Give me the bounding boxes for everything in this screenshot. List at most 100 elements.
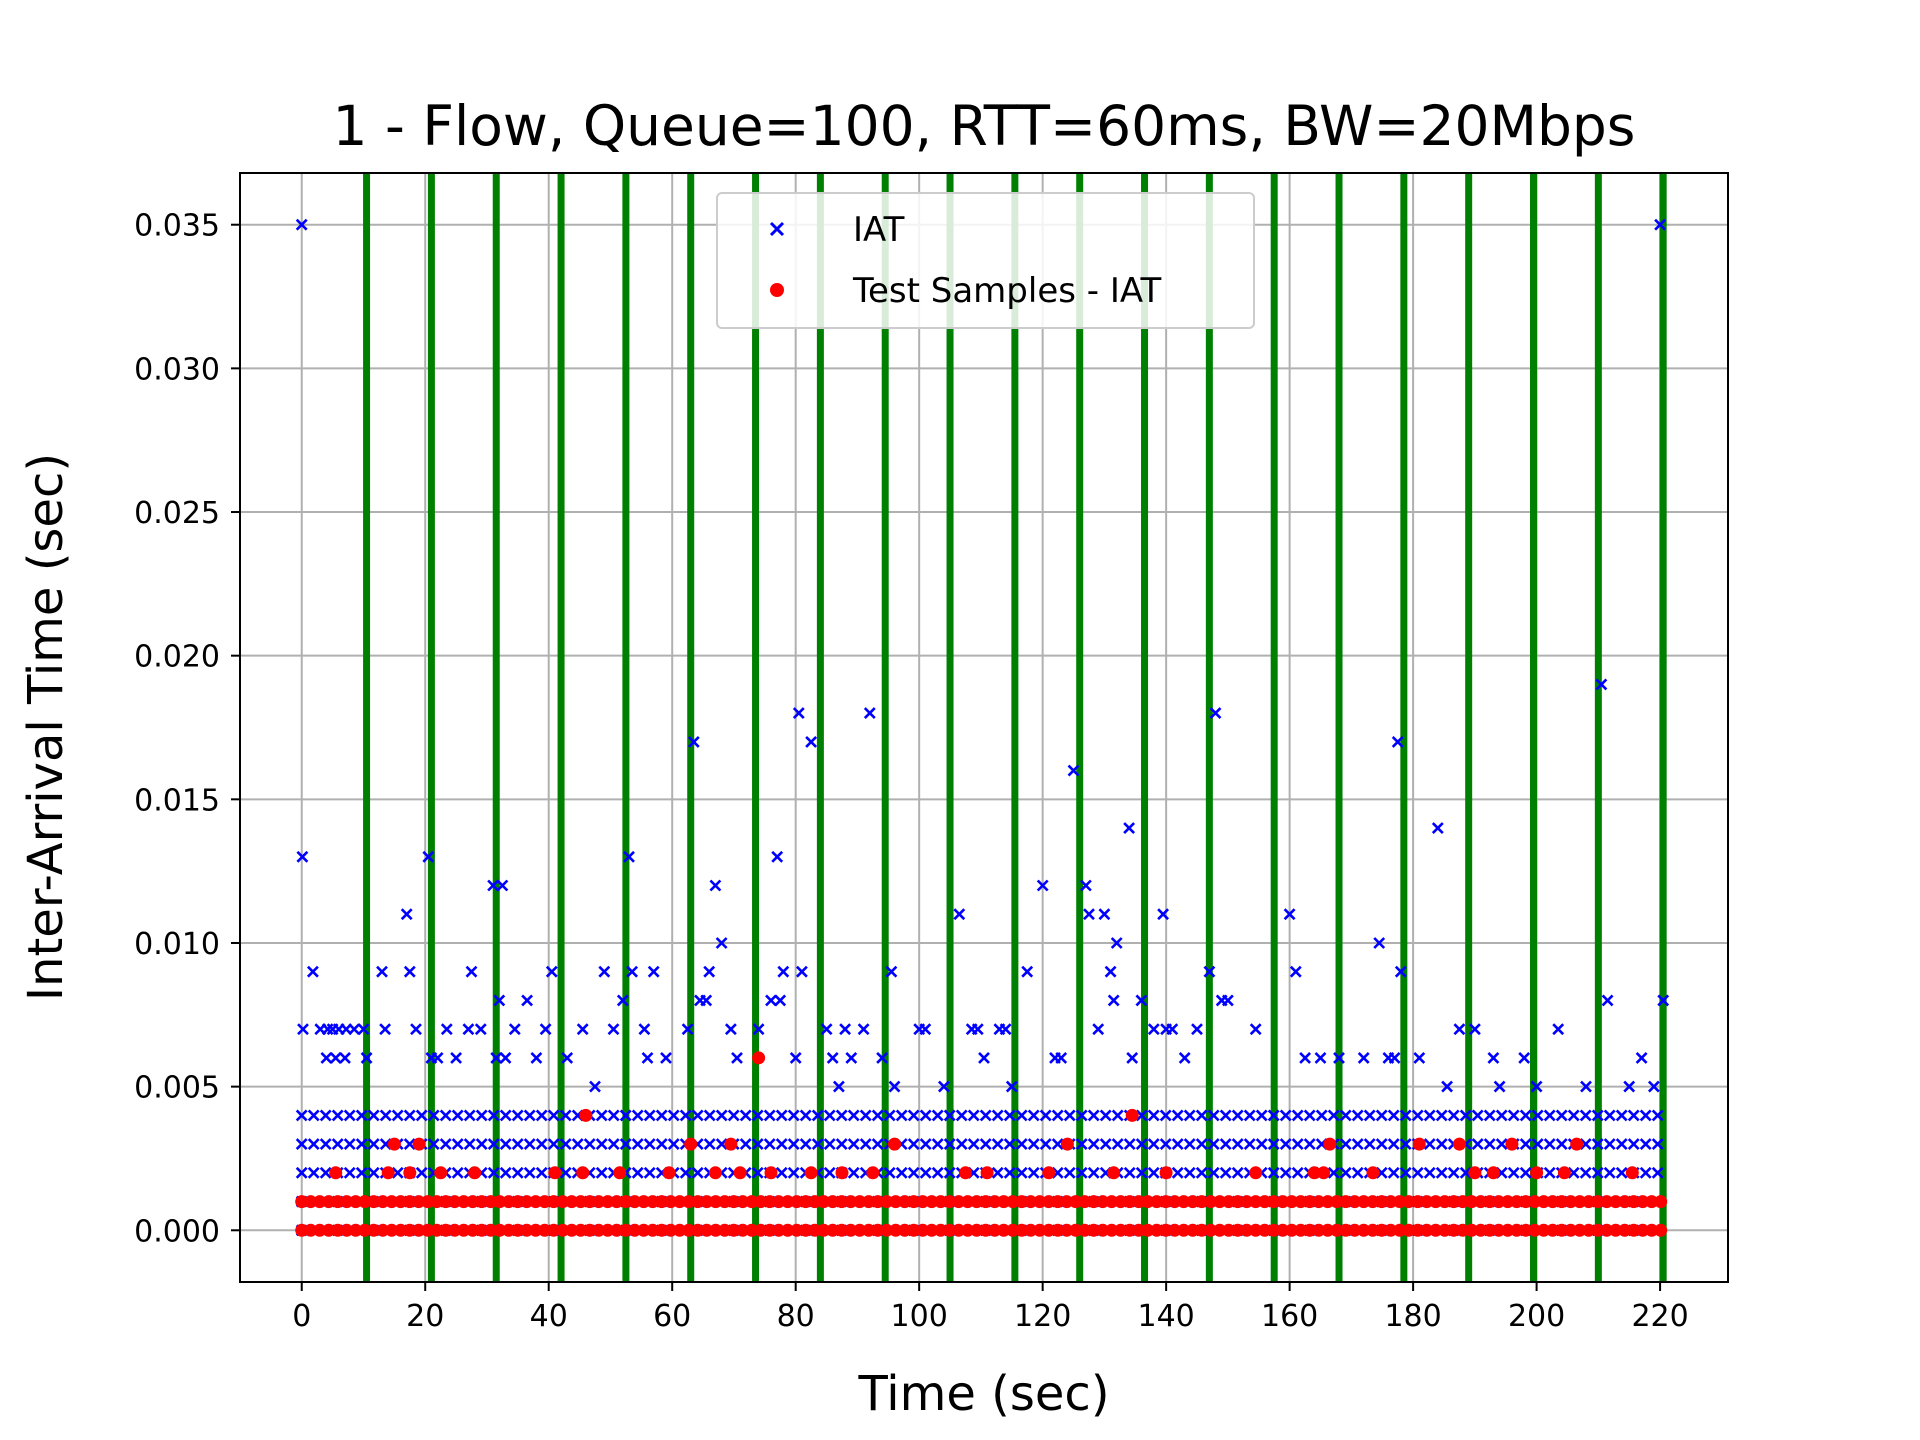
test-band-1-point-72 [943, 1195, 957, 1209]
test-band-1-point-18 [457, 1195, 471, 1209]
iat-band-3-point-12 [439, 1138, 452, 1151]
test-band-1-point-41 [664, 1195, 678, 1209]
iat-band-3-point-59 [1003, 1138, 1016, 1151]
test-band-0-point-101 [1204, 1223, 1218, 1237]
test-band-1-point-33 [592, 1195, 606, 1209]
iat-band-2-point-6 [367, 1166, 380, 1179]
test-band-0-point-27 [538, 1223, 552, 1237]
iat-band-3-point-70 [1135, 1138, 1148, 1151]
test-point-4 [412, 1137, 426, 1151]
iat-band-2-point-54 [943, 1166, 956, 1179]
iat-band-3-point-58 [991, 1138, 1004, 1151]
iat-band-4-point-31 [667, 1109, 680, 1122]
iat-band-4-point-103 [1531, 1109, 1544, 1122]
test-band-1-point-7 [358, 1195, 372, 1209]
iat-point-83 [971, 1023, 984, 1036]
x-tick-label-8: 160 [1261, 1299, 1318, 1334]
test-band-1-point-5 [340, 1195, 354, 1209]
iat-band-3-point-66 [1087, 1138, 1100, 1151]
iat-band-4-point-57 [979, 1109, 992, 1122]
iat-band-3-point-11 [427, 1138, 440, 1151]
test-band-0-point-82 [1033, 1223, 1047, 1237]
iat-point-72 [845, 1051, 858, 1064]
test-band-1-point-133 [1492, 1195, 1506, 1209]
iat-point-92 [1067, 764, 1080, 777]
iat-point-88 [1021, 965, 1034, 978]
test-band-1-point-106 [1249, 1195, 1263, 1209]
test-band-0-point-107 [1258, 1223, 1272, 1237]
x-tick-label-2: 40 [530, 1299, 568, 1334]
test-band-0-point-122 [1393, 1223, 1407, 1237]
test-band-1-point-29 [556, 1195, 570, 1209]
iat-band-2-point-50 [895, 1166, 908, 1179]
iat-band-4-point-1 [307, 1109, 320, 1122]
x-tick-label-6: 120 [1014, 1299, 1071, 1334]
test-band-0-point-7 [358, 1223, 372, 1237]
test-band-0-point-144 [1591, 1223, 1605, 1237]
test-band-1-point-122 [1393, 1195, 1407, 1209]
test-band-1-point-44 [691, 1195, 705, 1209]
test-point-35 [1307, 1166, 1321, 1180]
iat-point-109 [1203, 965, 1216, 978]
iat-band-4-point-11 [427, 1109, 440, 1122]
x-tick-label-4: 80 [777, 1299, 815, 1334]
iat-band-4-point-5 [355, 1109, 368, 1122]
iat-band-2-point-38 [751, 1166, 764, 1179]
test-band-0-point-145 [1600, 1223, 1614, 1237]
test-band-0-point-45 [700, 1223, 714, 1237]
iat-band-4-point-35 [715, 1109, 728, 1122]
iat-point-16 [379, 1023, 392, 1036]
iat-band-3-point-84 [1303, 1138, 1316, 1151]
test-band-1-point-62 [853, 1195, 867, 1209]
test-point-13 [1570, 1137, 1584, 1151]
y-tick-label-7: 0.035 [134, 209, 220, 244]
iat-band-3-point-42 [799, 1138, 812, 1151]
iat-band-4-point-100 [1495, 1109, 1508, 1122]
iat-band-4-point-37 [739, 1109, 752, 1122]
test-band-0-point-84 [1051, 1223, 1065, 1237]
iat-point-65 [795, 965, 808, 978]
iat-point-141 [1657, 994, 1670, 1007]
iat-band-2-point-8 [391, 1166, 404, 1179]
iat-point-17 [403, 965, 416, 978]
test-band-0-point-48 [727, 1223, 741, 1237]
iat-point-27 [474, 1023, 487, 1036]
test-point-23 [708, 1166, 722, 1180]
iat-point-29 [496, 879, 509, 892]
x-tick-label-7: 140 [1138, 1299, 1195, 1334]
iat-band-4-point-85 [1315, 1109, 1328, 1122]
iat-band-2-point-51 [907, 1166, 920, 1179]
test-band-0-point-33 [592, 1223, 606, 1237]
iat-band-2-point-93 [1411, 1166, 1424, 1179]
test-band-0-point-26 [529, 1223, 543, 1237]
test-band-1-point-82 [1033, 1195, 1047, 1209]
iat-band-4-point-52 [919, 1109, 932, 1122]
test-point-1 [579, 1108, 593, 1122]
test-band-0-point-11 [394, 1223, 408, 1237]
iat-point-114 [1283, 908, 1296, 921]
iat-point-46 [638, 1023, 651, 1036]
iat-band-3-point-79 [1243, 1138, 1256, 1151]
test-band-0-point-63 [862, 1223, 876, 1237]
test-point-19 [548, 1166, 562, 1180]
iat-band-3-point-29 [643, 1138, 656, 1151]
iat-band-3-point-19 [523, 1138, 536, 1151]
test-band-0-point-5 [340, 1223, 354, 1237]
iat-band-3-point-82 [1279, 1138, 1292, 1151]
iat-band-3-point-107 [1579, 1138, 1592, 1151]
test-band-1-point-9 [376, 1195, 390, 1209]
iat-point-11 [329, 1051, 342, 1064]
iat-band-4-point-34 [703, 1109, 716, 1122]
test-band-1-point-87 [1078, 1195, 1092, 1209]
test-point-42 [1625, 1166, 1639, 1180]
iat-band-2-point-18 [511, 1166, 524, 1179]
iat-band-3-point-78 [1231, 1138, 1244, 1151]
iat-band-4-point-97 [1459, 1109, 1472, 1122]
iat-band-2-point-41 [787, 1166, 800, 1179]
y-tick-label-3: 0.015 [134, 783, 220, 818]
test-band-1-point-127 [1438, 1195, 1452, 1209]
test-band-0-point-44 [691, 1223, 705, 1237]
test-band-0-point-148 [1627, 1223, 1641, 1237]
iat-band-3-point-3 [331, 1138, 344, 1151]
test-band-0-point-78 [997, 1223, 1011, 1237]
